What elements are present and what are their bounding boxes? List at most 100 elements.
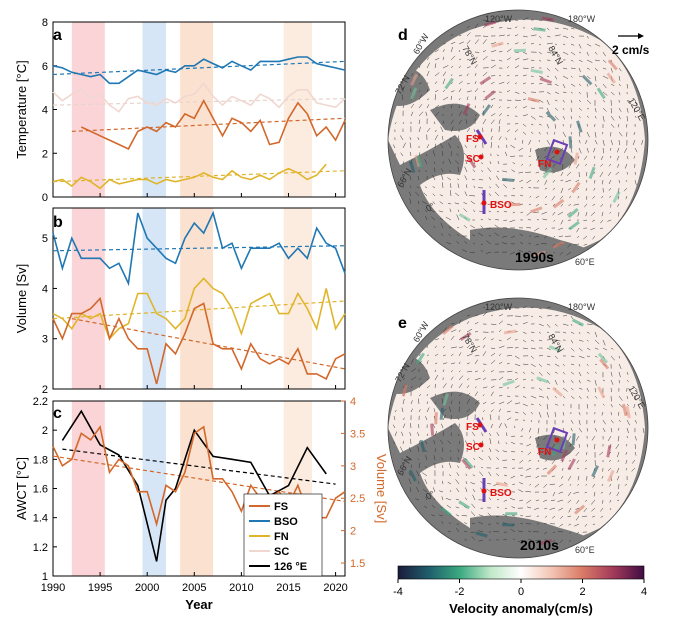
velocity-arrow [529,483,532,486]
velocity-arrow [557,530,564,533]
velocity-arrow [591,507,596,512]
velocity-arrow [607,435,612,442]
velocity-arrow [465,473,468,477]
velocity-arrow [466,39,471,45]
velocity-arrow [518,147,524,152]
velocity-anomaly-streak [597,386,606,399]
velocity-arrow [410,408,413,413]
velocity-arrow [490,42,496,45]
station-marker [477,422,483,428]
velocity-arrow [610,379,614,385]
velocity-arrow [522,106,527,109]
map-d-outline [387,9,649,271]
velocity-arrow [487,483,492,485]
velocity-arrow [625,179,628,182]
velocity-arrow [546,323,551,328]
station-label: BSO [490,488,512,499]
velocity-arrow [464,166,468,173]
velocity-arrow [456,488,460,493]
velocity-anomaly-streak [442,325,454,335]
velocity-arrow [569,443,572,447]
velocity-arrow [610,139,614,146]
velocity-arrow [511,195,516,197]
velocity-arrow [617,203,620,207]
velocity-arrow [482,401,487,405]
velocity-arrow [486,227,492,230]
ylabel: Volume [Sv] [14,264,29,333]
velocity-arrow [616,155,620,161]
velocity-arrow [522,131,527,135]
velocity-arrow [554,323,558,327]
velocity-arrow [457,448,460,453]
velocity-arrow [498,361,503,365]
velocity-arrow [554,363,560,367]
velocity-arrow [458,401,461,405]
velocity-anomaly-streak [546,464,558,476]
velocity-arrow [570,99,573,104]
velocity-arrow [536,147,540,151]
colorbar-bar [397,565,645,580]
velocity-arrow [418,398,420,405]
velocity-arrow [586,43,592,47]
velocity-arrow [617,163,620,168]
velocity-arrow [490,104,494,109]
velocity-arrow [541,242,548,245]
velocity-arrow [461,515,468,517]
velocity-arrow [537,427,540,434]
velocity-arrow [434,49,439,53]
velocity-anomaly-streak [442,393,449,406]
velocity-arrow [586,195,588,200]
velocity-arrow [474,386,477,389]
legend-label: FS [274,501,288,513]
velocity-arrow [592,203,596,206]
velocity-arrow [618,363,622,370]
velocity-arrow [511,458,516,461]
velocity-arrow [472,169,476,173]
velocity-arrow [434,369,436,373]
velocity-arrow [594,427,597,432]
velocity-arrow [546,75,550,77]
velocity-arrow [534,507,540,510]
velocity-arrow [517,539,524,543]
velocity-arrow [458,98,461,101]
velocity-arrow [530,115,536,120]
velocity-arrow [503,539,508,541]
colorbar: -4 -2 0 2 4 Velocity anomaly(cm/s) [393,565,647,616]
velocity-arrow [456,233,460,237]
velocity-arrow [495,515,500,518]
velocity-arrow [432,186,436,189]
velocity-arrow [450,392,453,397]
velocity-arrow [522,371,526,374]
velocity-arrow [448,226,452,229]
velocity-arrow [586,339,589,342]
velocity-arrow [634,435,637,441]
velocity-arrow [616,475,620,481]
velocity-arrow [426,407,430,413]
velocity-arrow [518,171,524,174]
velocity-arrow [485,251,492,254]
velocity-arrow [465,481,468,485]
map-d-decade: 1990s [515,249,554,265]
velocity-arrow [616,491,620,497]
velocity-arrow [504,423,508,429]
velocity-arrow [455,160,460,165]
velocity-arrow [400,152,404,157]
velocity-arrow [510,528,516,533]
velocity-arrow [590,499,596,505]
velocity-arrow [512,162,516,165]
velocity-arrow [578,419,581,425]
ytick-right-label: 3.5 [350,428,365,440]
velocity-arrow [576,531,580,534]
velocity-arrow [474,56,478,61]
velocity-arrow [496,473,500,477]
velocity-arrow [626,371,629,375]
velocity-arrow [498,314,503,317]
velocity-arrow [424,209,428,213]
velocity-arrow [472,242,476,245]
velocity-arrow [519,233,524,237]
velocity-arrow [446,504,452,509]
velocity-arrow [456,527,460,533]
velocity-arrow [417,200,420,205]
velocity-arrow [504,202,508,205]
velocity-arrow [470,225,476,229]
